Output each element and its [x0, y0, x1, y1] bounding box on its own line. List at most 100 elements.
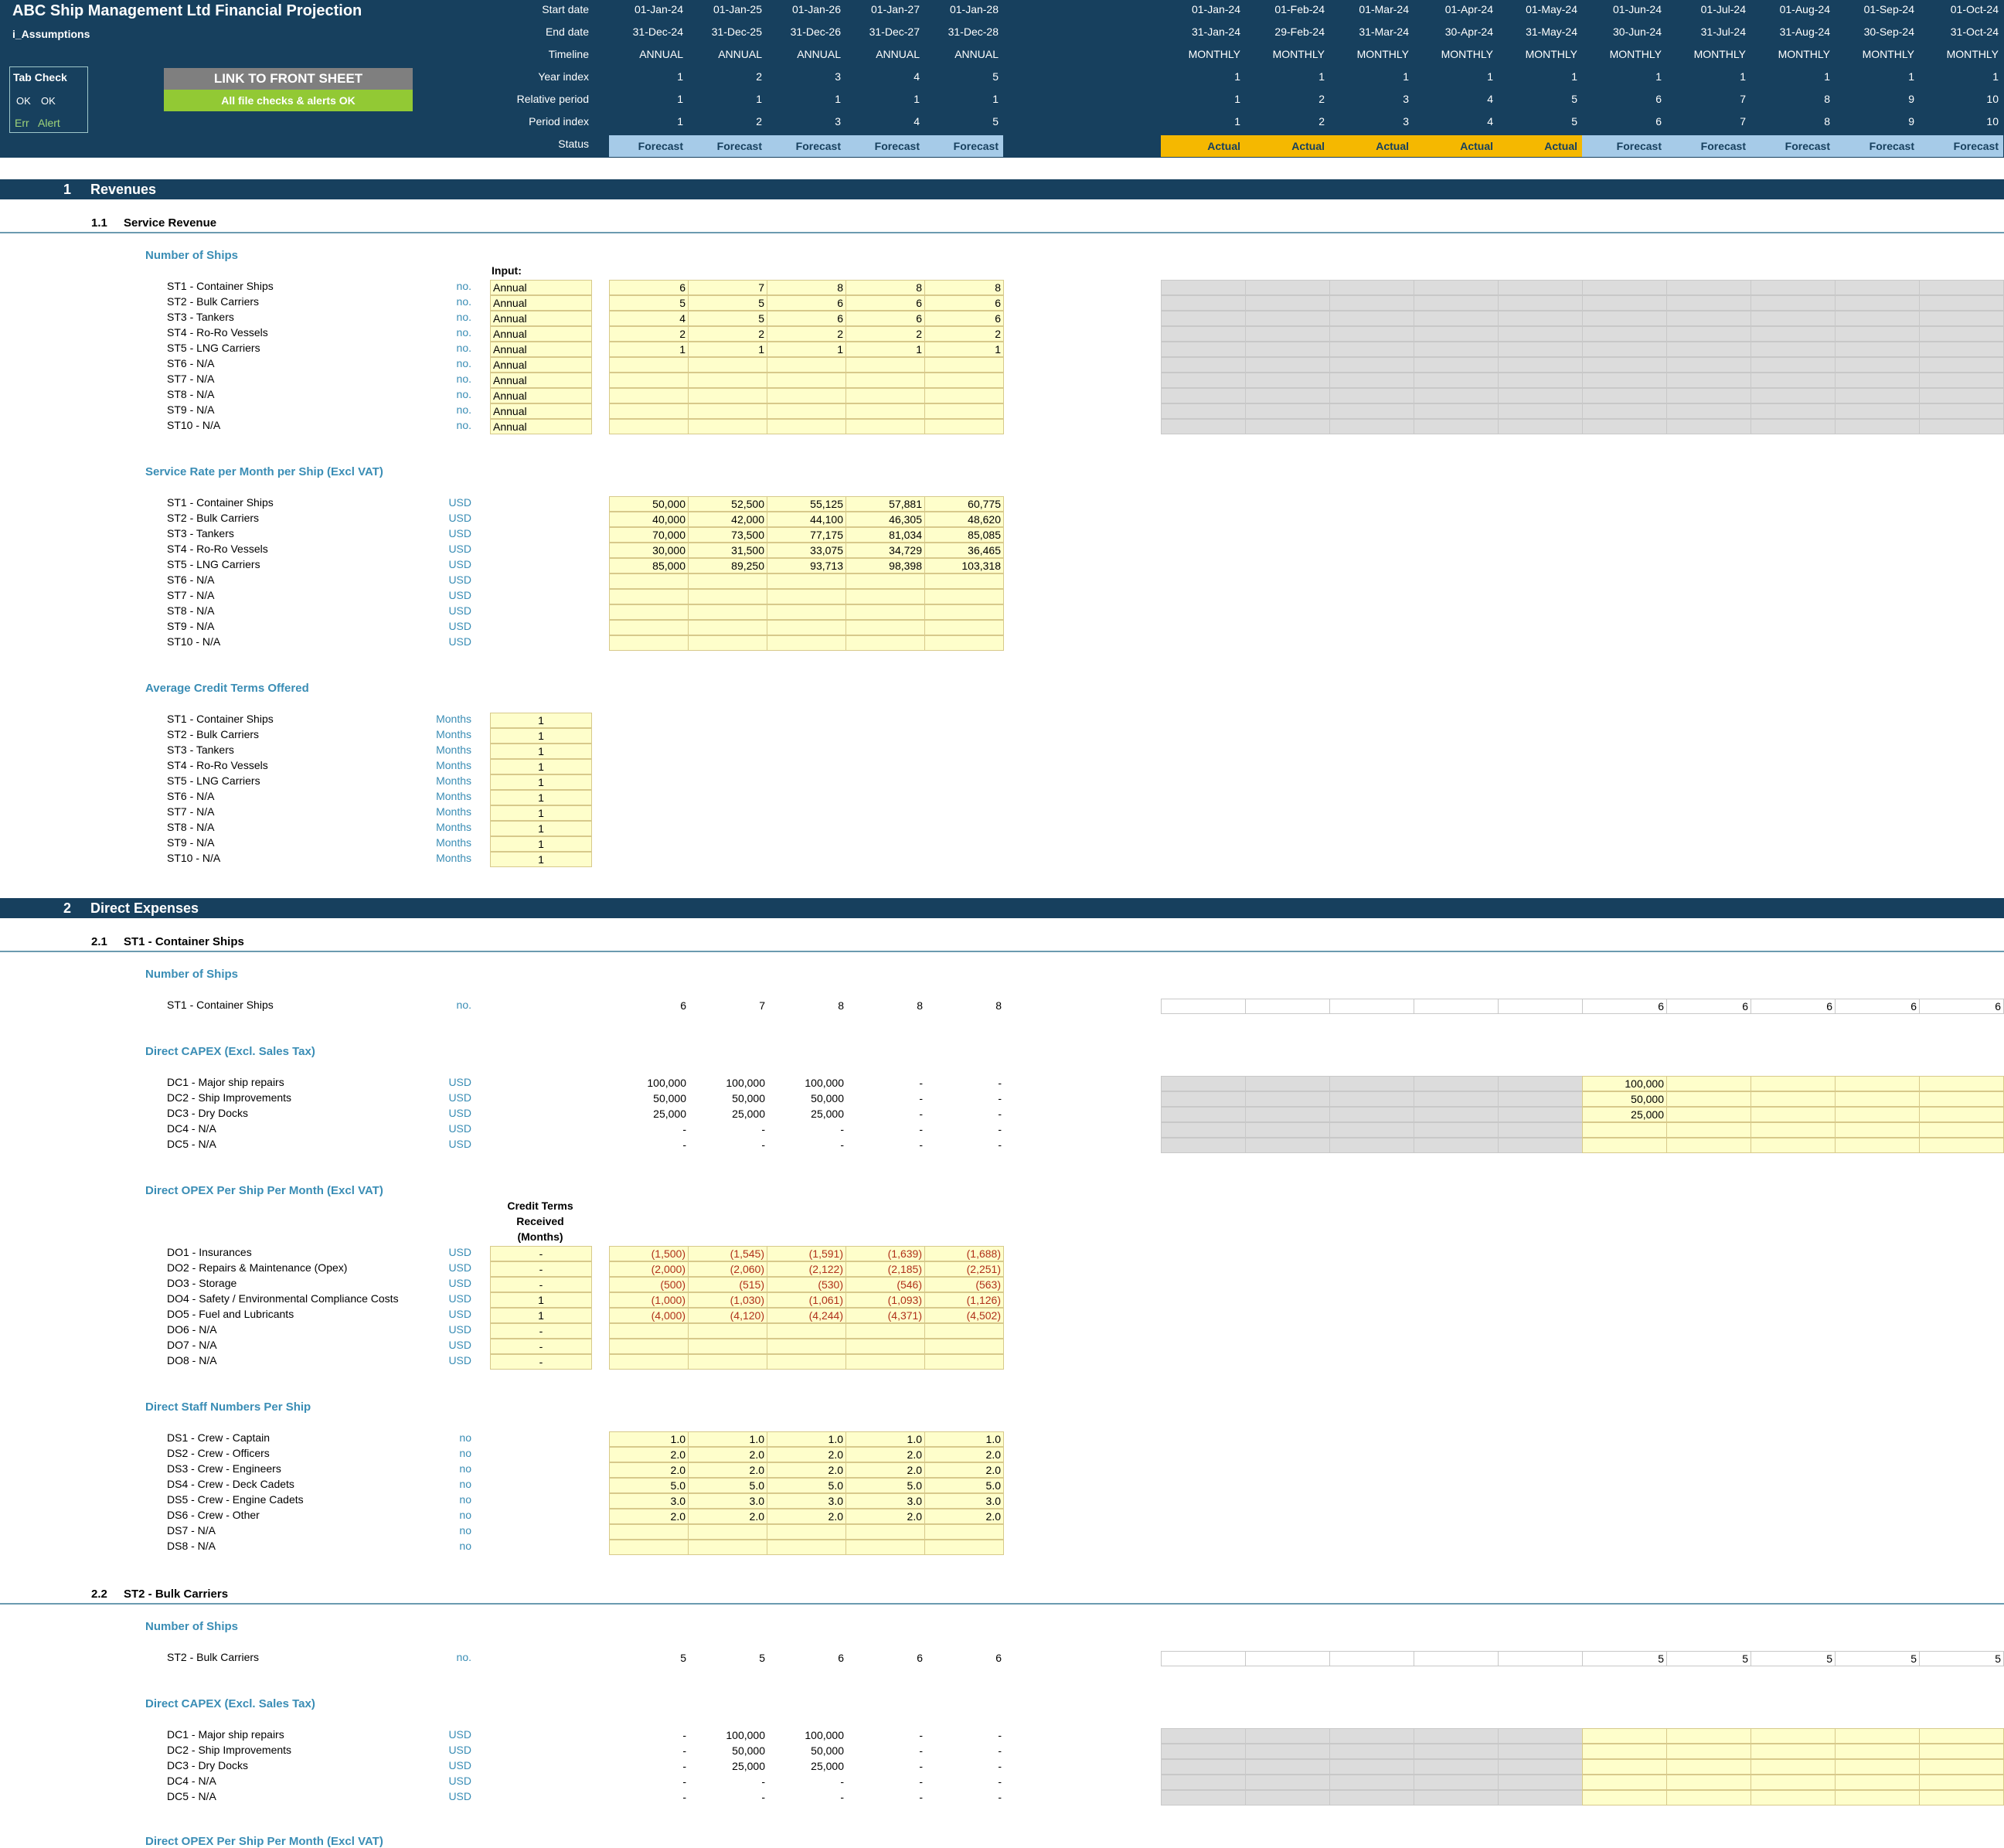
- value-cell[interactable]: 1.0: [845, 1431, 925, 1447]
- value-cell[interactable]: 2.0: [688, 1509, 767, 1524]
- value-cell[interactable]: [767, 1339, 846, 1354]
- value-cell[interactable]: 5: [609, 295, 689, 311]
- value-cell[interactable]: (4,120): [688, 1308, 767, 1323]
- monthly-cell[interactable]: 50,000: [1582, 1091, 1667, 1107]
- value-cell[interactable]: 8: [845, 280, 925, 295]
- value-cell[interactable]: 48,620: [924, 512, 1004, 527]
- value-cell[interactable]: [688, 373, 767, 388]
- monthly-cell[interactable]: [1919, 1790, 2004, 1805]
- credit-terms-received-input[interactable]: -: [490, 1261, 592, 1277]
- value-cell[interactable]: 2.0: [688, 1462, 767, 1478]
- value-cell[interactable]: [924, 1354, 1004, 1370]
- monthly-cell[interactable]: [1666, 1076, 1751, 1091]
- value-cell[interactable]: 2.0: [845, 1447, 925, 1462]
- value-cell[interactable]: [924, 1524, 1004, 1540]
- input-frequency-cell[interactable]: Annual: [490, 280, 592, 295]
- value-cell[interactable]: [767, 419, 846, 434]
- monthly-cell[interactable]: [1919, 1744, 2004, 1759]
- value-cell[interactable]: [845, 1524, 925, 1540]
- monthly-cell[interactable]: [1751, 1076, 1836, 1091]
- credit-terms-received-input[interactable]: -: [490, 1323, 592, 1339]
- monthly-cell[interactable]: [1666, 1775, 1751, 1790]
- monthly-cell[interactable]: [1919, 1091, 2004, 1107]
- monthly-cell[interactable]: [1751, 1728, 1836, 1744]
- value-cell[interactable]: [845, 1323, 925, 1339]
- input-frequency-cell[interactable]: Annual: [490, 357, 592, 373]
- value-cell[interactable]: (2,185): [845, 1261, 925, 1277]
- value-cell[interactable]: 2.0: [845, 1509, 925, 1524]
- value-cell[interactable]: (2,060): [688, 1261, 767, 1277]
- value-cell[interactable]: [924, 1540, 1004, 1555]
- value-cell[interactable]: [845, 1354, 925, 1370]
- value-cell[interactable]: (1,030): [688, 1292, 767, 1308]
- monthly-cell[interactable]: [1582, 1122, 1667, 1138]
- credit-terms-input[interactable]: 1: [490, 774, 592, 790]
- value-cell[interactable]: 2: [924, 326, 1004, 342]
- value-cell[interactable]: [688, 573, 767, 589]
- value-cell[interactable]: [924, 604, 1004, 620]
- value-cell[interactable]: [688, 635, 767, 651]
- value-cell[interactable]: 6: [767, 311, 846, 326]
- value-cell[interactable]: [845, 573, 925, 589]
- value-cell[interactable]: [609, 620, 689, 635]
- value-cell[interactable]: 52,500: [688, 496, 767, 512]
- value-cell[interactable]: [688, 589, 767, 604]
- link-to-front-sheet-button[interactable]: LINK TO FRONT SHEET: [164, 68, 413, 90]
- input-frequency-cell[interactable]: Annual: [490, 403, 592, 419]
- value-cell[interactable]: (4,502): [924, 1308, 1004, 1323]
- value-cell[interactable]: 40,000: [609, 512, 689, 527]
- value-cell[interactable]: 1.0: [767, 1431, 846, 1447]
- value-cell[interactable]: [609, 357, 689, 373]
- monthly-cell[interactable]: [1751, 1744, 1836, 1759]
- value-cell[interactable]: [688, 620, 767, 635]
- value-cell[interactable]: [767, 357, 846, 373]
- value-cell[interactable]: (1,061): [767, 1292, 846, 1308]
- value-cell[interactable]: [845, 403, 925, 419]
- value-cell[interactable]: [767, 373, 846, 388]
- value-cell[interactable]: [688, 1354, 767, 1370]
- value-cell[interactable]: 34,729: [845, 543, 925, 558]
- value-cell[interactable]: [767, 1323, 846, 1339]
- value-cell[interactable]: 5.0: [688, 1478, 767, 1493]
- credit-terms-received-input[interactable]: 1: [490, 1308, 592, 1323]
- value-cell[interactable]: 2.0: [845, 1462, 925, 1478]
- value-cell[interactable]: 2.0: [767, 1509, 846, 1524]
- value-cell[interactable]: (4,244): [767, 1308, 846, 1323]
- monthly-cell[interactable]: [1666, 1107, 1751, 1122]
- value-cell[interactable]: (1,126): [924, 1292, 1004, 1308]
- value-cell[interactable]: 2.0: [609, 1509, 689, 1524]
- value-cell[interactable]: 46,305: [845, 512, 925, 527]
- value-cell[interactable]: 2: [688, 326, 767, 342]
- value-cell[interactable]: 6: [924, 311, 1004, 326]
- input-frequency-cell[interactable]: Annual: [490, 326, 592, 342]
- monthly-cell[interactable]: [1835, 1728, 1920, 1744]
- value-cell[interactable]: [924, 357, 1004, 373]
- monthly-cell[interactable]: [1666, 1759, 1751, 1775]
- value-cell[interactable]: 36,465: [924, 543, 1004, 558]
- value-cell[interactable]: 85,085: [924, 527, 1004, 543]
- value-cell[interactable]: [767, 1524, 846, 1540]
- value-cell[interactable]: 6: [609, 280, 689, 295]
- monthly-cell[interactable]: [1835, 1122, 1920, 1138]
- value-cell[interactable]: 98,398: [845, 558, 925, 573]
- value-cell[interactable]: (1,591): [767, 1246, 846, 1261]
- credit-terms-received-input[interactable]: -: [490, 1246, 592, 1261]
- value-cell[interactable]: [767, 1354, 846, 1370]
- value-cell[interactable]: [924, 620, 1004, 635]
- value-cell[interactable]: 6: [924, 295, 1004, 311]
- value-cell[interactable]: (563): [924, 1277, 1004, 1292]
- monthly-cell[interactable]: 25,000: [1582, 1107, 1667, 1122]
- value-cell[interactable]: 2: [767, 326, 846, 342]
- value-cell[interactable]: (1,688): [924, 1246, 1004, 1261]
- value-cell[interactable]: [924, 403, 1004, 419]
- monthly-cell[interactable]: [1919, 1775, 2004, 1790]
- value-cell[interactable]: [924, 635, 1004, 651]
- value-cell[interactable]: [767, 589, 846, 604]
- value-cell[interactable]: [924, 573, 1004, 589]
- value-cell[interactable]: [845, 589, 925, 604]
- monthly-cell[interactable]: [1751, 1091, 1836, 1107]
- value-cell[interactable]: [845, 1540, 925, 1555]
- credit-terms-input[interactable]: 1: [490, 728, 592, 744]
- input-frequency-cell[interactable]: Annual: [490, 373, 592, 388]
- value-cell[interactable]: [688, 1339, 767, 1354]
